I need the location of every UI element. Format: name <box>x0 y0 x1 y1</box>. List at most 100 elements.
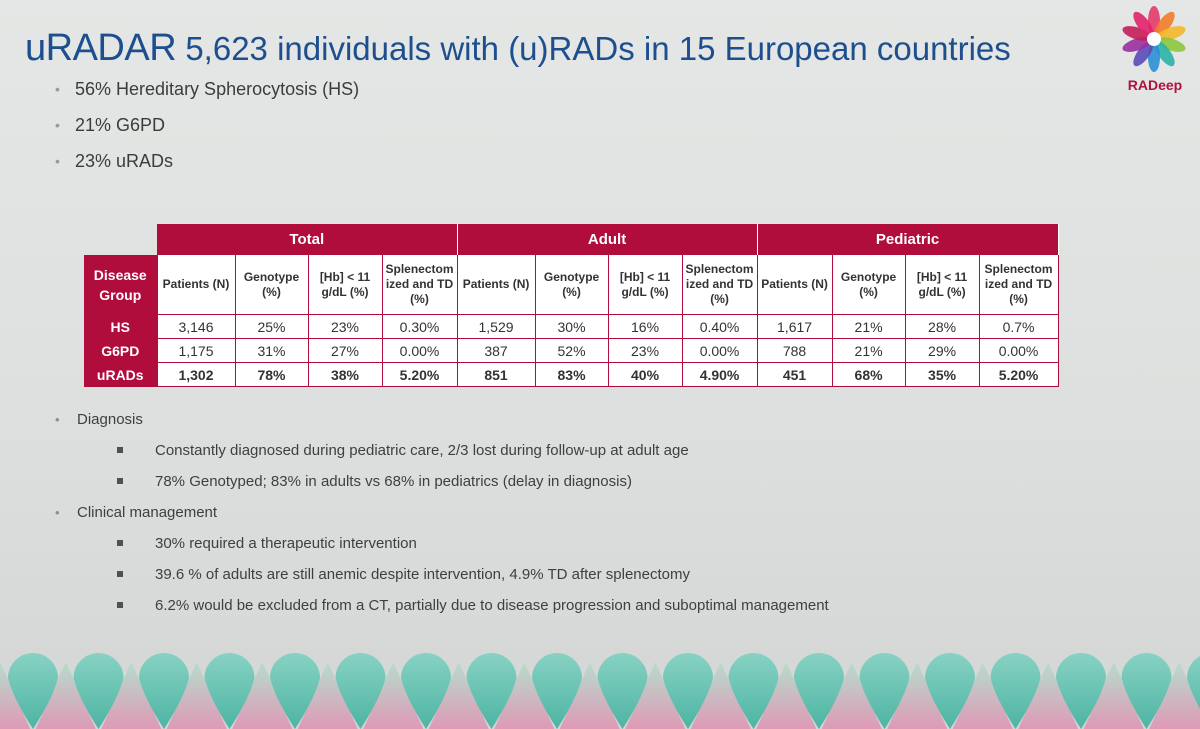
table-cell: 1,529 <box>456 314 536 339</box>
sub-bullet: 30% required a therapeutic intervention <box>55 534 829 565</box>
footer-drop <box>73 653 124 729</box>
table-cell: 1,175 <box>156 338 236 363</box>
footer-triangle <box>887 662 948 729</box>
table-cell: 28% <box>904 314 980 339</box>
table-cell: 21% <box>831 314 906 339</box>
summary-bullet: 21% G6PD <box>55 113 359 149</box>
table-row: HS 3,146 25% 23% 0.30% 1,529 30% 16% 0.4… <box>84 314 1059 339</box>
logo-center <box>1147 32 1161 46</box>
col-hb: [Hb] < 11 g/dL (%) <box>607 254 683 315</box>
footer-drop <box>1187 656 1200 709</box>
footer-triangle <box>625 662 686 729</box>
logo-petal <box>1154 11 1175 38</box>
footer-drop <box>990 653 1041 729</box>
col-genotype: Genotype (%) <box>831 254 906 315</box>
table-cell: 31% <box>234 338 309 363</box>
table-cell: 30% <box>534 314 609 339</box>
decorative-footer-pattern <box>0 652 1200 729</box>
footer-drop <box>794 652 845 729</box>
table-cell: 0.40% <box>681 314 758 339</box>
table-cell: 40% <box>607 362 683 387</box>
footer-triangle <box>232 662 293 729</box>
footer-triangle <box>821 662 882 729</box>
col-hb: [Hb] < 11 g/dL (%) <box>904 254 980 315</box>
footer-drop <box>1121 653 1172 729</box>
footer-drop <box>8 653 58 729</box>
table-cell: 3,146 <box>156 314 236 339</box>
footer-triangle <box>756 662 817 729</box>
disease-group-header: Disease Group <box>84 254 157 315</box>
row-label: G6PD <box>84 338 157 363</box>
table-cell: 0.30% <box>381 314 458 339</box>
footer-drop <box>139 653 189 729</box>
table-cell: 52% <box>534 338 609 363</box>
footer-triangle <box>101 662 162 729</box>
subheader-row: Disease Group Patients (N) Genotype (%) … <box>84 254 1059 315</box>
footer-triangle <box>166 662 227 729</box>
registry-table: Total Adult Pediatric Disease Group Pati… <box>84 224 1059 387</box>
table-cell: 0.00% <box>381 338 458 363</box>
group-adult: Adult <box>457 224 758 255</box>
footer-drop <box>925 653 975 729</box>
table-row: G6PD 1,175 31% 27% 0.00% 387 52% 23% 0.0… <box>84 338 1059 363</box>
section-heading-clinical-management: Clinical management <box>55 503 829 534</box>
footer-drop <box>728 653 779 729</box>
table-cell: 1,302 <box>156 362 236 387</box>
radeep-logo-icon <box>1122 6 1186 72</box>
footer-drop <box>532 653 582 729</box>
table-cell: 1,617 <box>756 314 833 339</box>
table-cell: 5.20% <box>978 362 1059 387</box>
footer-drop <box>663 653 713 729</box>
footer-drop <box>597 653 648 729</box>
table-cell: 0.7% <box>978 314 1059 339</box>
group-pediatric: Pediatric <box>757 224 1059 255</box>
footer-triangle <box>690 662 751 729</box>
group-header-row: Total Adult Pediatric <box>84 224 1059 255</box>
footer-triangle <box>363 662 424 729</box>
col-splenectomized: Splenectom ized and TD (%) <box>381 254 458 315</box>
table-cell: 0.00% <box>978 338 1059 363</box>
findings-list: Diagnosis Constantly diagnosed during pe… <box>55 410 829 627</box>
table-cell: 4.90% <box>681 362 758 387</box>
footer-triangle <box>1149 662 1200 729</box>
table-cell: 788 <box>756 338 833 363</box>
row-label: uRADs <box>84 362 157 387</box>
table-cell: 35% <box>904 362 980 387</box>
table-cell: 23% <box>607 338 683 363</box>
footer-drop <box>466 653 517 729</box>
col-splenectomized: Splenectom ized and TD (%) <box>978 254 1059 315</box>
col-patients: Patients (N) <box>756 254 833 315</box>
footer-triangle <box>559 662 620 729</box>
summary-bullets: 56% Hereditary Spherocytosis (HS) 21% G6… <box>55 77 359 185</box>
table-cell: 851 <box>456 362 536 387</box>
footer-triangle <box>494 662 555 729</box>
table-cell: 27% <box>307 338 383 363</box>
section-heading-diagnosis: Diagnosis <box>55 410 829 441</box>
table-cell: 0.00% <box>681 338 758 363</box>
col-hb: [Hb] < 11 g/dL (%) <box>307 254 383 315</box>
logo-petal <box>1156 26 1186 41</box>
logo-text: RADeep <box>1127 77 1183 93</box>
footer-drop <box>859 653 910 729</box>
footer-triangle <box>297 662 358 729</box>
table-cell: 83% <box>534 362 609 387</box>
footer-drop <box>335 653 386 729</box>
title-text: 5,623 individuals with (u)RADs in 15 Eur… <box>185 30 1011 67</box>
col-genotype: Genotype (%) <box>534 254 609 315</box>
table-corner <box>84 224 157 255</box>
logo-petal <box>1156 37 1186 52</box>
footer-drop <box>270 652 320 729</box>
table-cell: 78% <box>234 362 309 387</box>
table-cell: 21% <box>831 338 906 363</box>
table-cell: 23% <box>307 314 383 339</box>
title-brand: uRADAR <box>25 27 177 69</box>
table-cell: 29% <box>904 338 980 363</box>
group-total: Total <box>157 224 458 255</box>
table-cell: 68% <box>831 362 906 387</box>
table-cell: 451 <box>756 362 833 387</box>
footer-triangle <box>1083 662 1144 729</box>
footer-triangle <box>1018 662 1079 729</box>
sub-bullet: 6.2% would be excluded from a CT, partia… <box>55 596 829 627</box>
logo-petal <box>1133 40 1154 67</box>
